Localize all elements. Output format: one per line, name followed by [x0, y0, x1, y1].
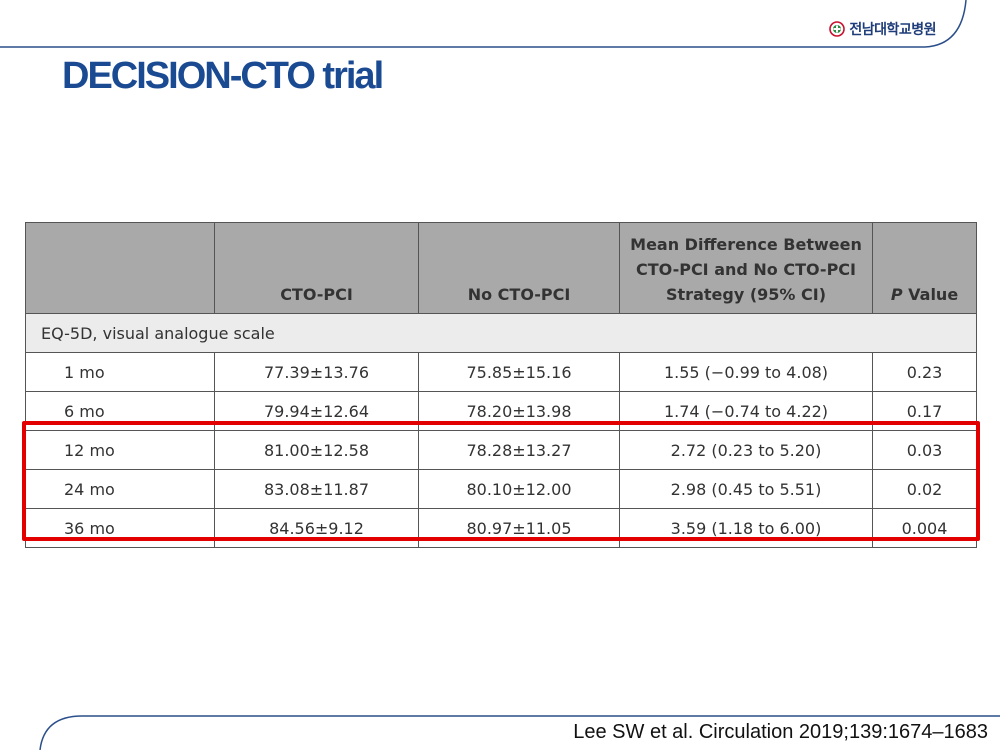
mean-difference-value: 2.72 (0.23 to 5.20) — [619, 430, 873, 470]
table-header-row: CTO-PCI No CTO-PCI Mean Difference Betwe… — [25, 222, 977, 314]
no-cto-pci-value: 80.97±11.05 — [418, 508, 620, 548]
row-label: 36 mo — [25, 508, 215, 548]
slide-title: DECISION-CTO trial — [62, 55, 384, 97]
p-italic: P — [890, 285, 903, 304]
cto-pci-value: 83.08±11.87 — [214, 469, 419, 509]
highlight-box — [22, 421, 980, 541]
p-value-word: Value — [902, 285, 959, 304]
cto-pci-value: 84.56±9.12 — [214, 508, 419, 548]
mean-difference-value: 2.98 (0.45 to 5.51) — [619, 469, 873, 509]
table-row: 1 mo 77.39±13.76 75.85±15.16 1.55 (−0.99… — [25, 352, 977, 392]
cto-pci-value: 77.39±13.76 — [214, 352, 419, 392]
citation: Lee SW et al. Circulation 2019;139:1674–… — [573, 721, 988, 743]
header-mean-difference: Mean Difference Between CTO-PCI and No C… — [619, 222, 873, 314]
header-p-value: P Value — [872, 222, 977, 314]
row-label: 24 mo — [25, 469, 215, 509]
table-row: 12 mo 81.00±12.58 78.28±13.27 2.72 (0.23… — [25, 430, 977, 470]
header-stub — [25, 222, 215, 314]
row-label: 1 mo — [25, 352, 215, 392]
hospital-logo: 전남대학교병원 — [829, 19, 936, 39]
hospital-emblem-icon — [829, 21, 846, 37]
header-cto-pci: CTO-PCI — [214, 222, 419, 314]
mean-difference-value: 3.59 (1.18 to 6.00) — [619, 508, 873, 548]
mean-difference-value: 1.55 (−0.99 to 4.08) — [619, 352, 873, 392]
table-row: 36 mo 84.56±9.12 80.97±11.05 3.59 (1.18 … — [25, 508, 977, 548]
p-value: 0.004 — [872, 508, 977, 548]
no-cto-pci-value: 80.10±12.00 — [418, 469, 620, 509]
logo-text: 전남대학교병원 — [849, 22, 936, 38]
section-row: EQ-5D, visual analogue scale — [25, 313, 977, 353]
header-no-cto-pci: No CTO-PCI — [418, 222, 620, 314]
no-cto-pci-value: 78.28±13.27 — [418, 430, 620, 470]
section-label: EQ-5D, visual analogue scale — [25, 313, 977, 353]
no-cto-pci-value: 75.85±15.16 — [418, 352, 620, 392]
cto-pci-value: 81.00±12.58 — [214, 430, 419, 470]
p-value: 0.23 — [872, 352, 977, 392]
